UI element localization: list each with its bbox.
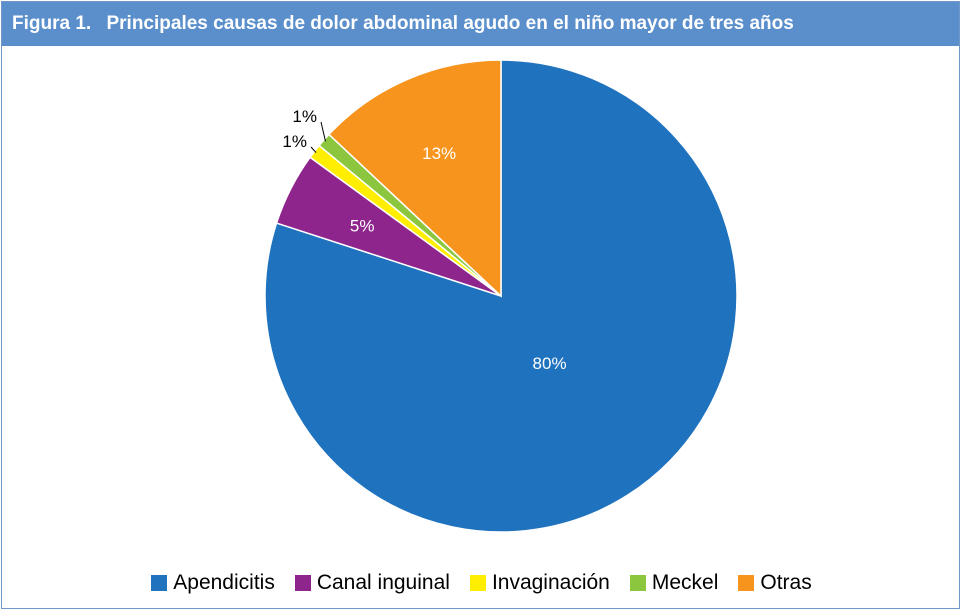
legend-label-apendicitis: Apendicitis — [173, 571, 275, 594]
pie-slice-otras — [327, 59, 502, 298]
legend-swatch-otras — [738, 575, 755, 591]
figure-title-bar: Figura 1. Principales causas de dolor ab… — [2, 2, 959, 46]
legend-item-invaginacion: Invaginación — [469, 571, 610, 595]
legend-label-otras: Otras — [760, 571, 812, 594]
data-label-otras: 13% — [422, 144, 456, 163]
legend-label-canal-inguinal: Canal inguinal — [316, 571, 450, 594]
figure-title: Principales causas de dolor abdominal ag… — [106, 13, 794, 34]
pie-labels: 80% 5% 1% 1% 13% — [282, 107, 566, 373]
legend-item-otras: Otras — [738, 571, 812, 595]
legend-swatch-canal-inguinal — [294, 575, 311, 591]
leader-line-invaginacion — [310, 146, 317, 153]
data-label-canal-inguinal: 5% — [350, 216, 375, 235]
legend-swatch-apendicitis — [151, 575, 168, 591]
data-label-apendicitis: 80% — [533, 354, 567, 373]
legend-item-meckel: Meckel — [629, 571, 719, 595]
legend-swatch-meckel — [629, 575, 646, 591]
legend-label-meckel: Meckel — [651, 571, 719, 594]
pie-slices — [264, 59, 738, 533]
leader-line-meckel — [320, 121, 326, 142]
figure-number: Figura 1. — [12, 13, 92, 34]
legend-label-invaginacion: Invaginación — [491, 571, 610, 594]
data-label-invaginacion: 1% — [282, 132, 307, 151]
legend-swatch-invaginacion — [469, 575, 486, 591]
data-label-meckel: 1% — [292, 107, 317, 126]
chart-legend: Apendicitis Canal inguinal Invaginación Mec… — [0, 568, 963, 598]
legend-item-canal-inguinal: Canal inguinal — [294, 571, 450, 595]
legend-item-apendicitis: Apendicitis — [151, 571, 275, 595]
